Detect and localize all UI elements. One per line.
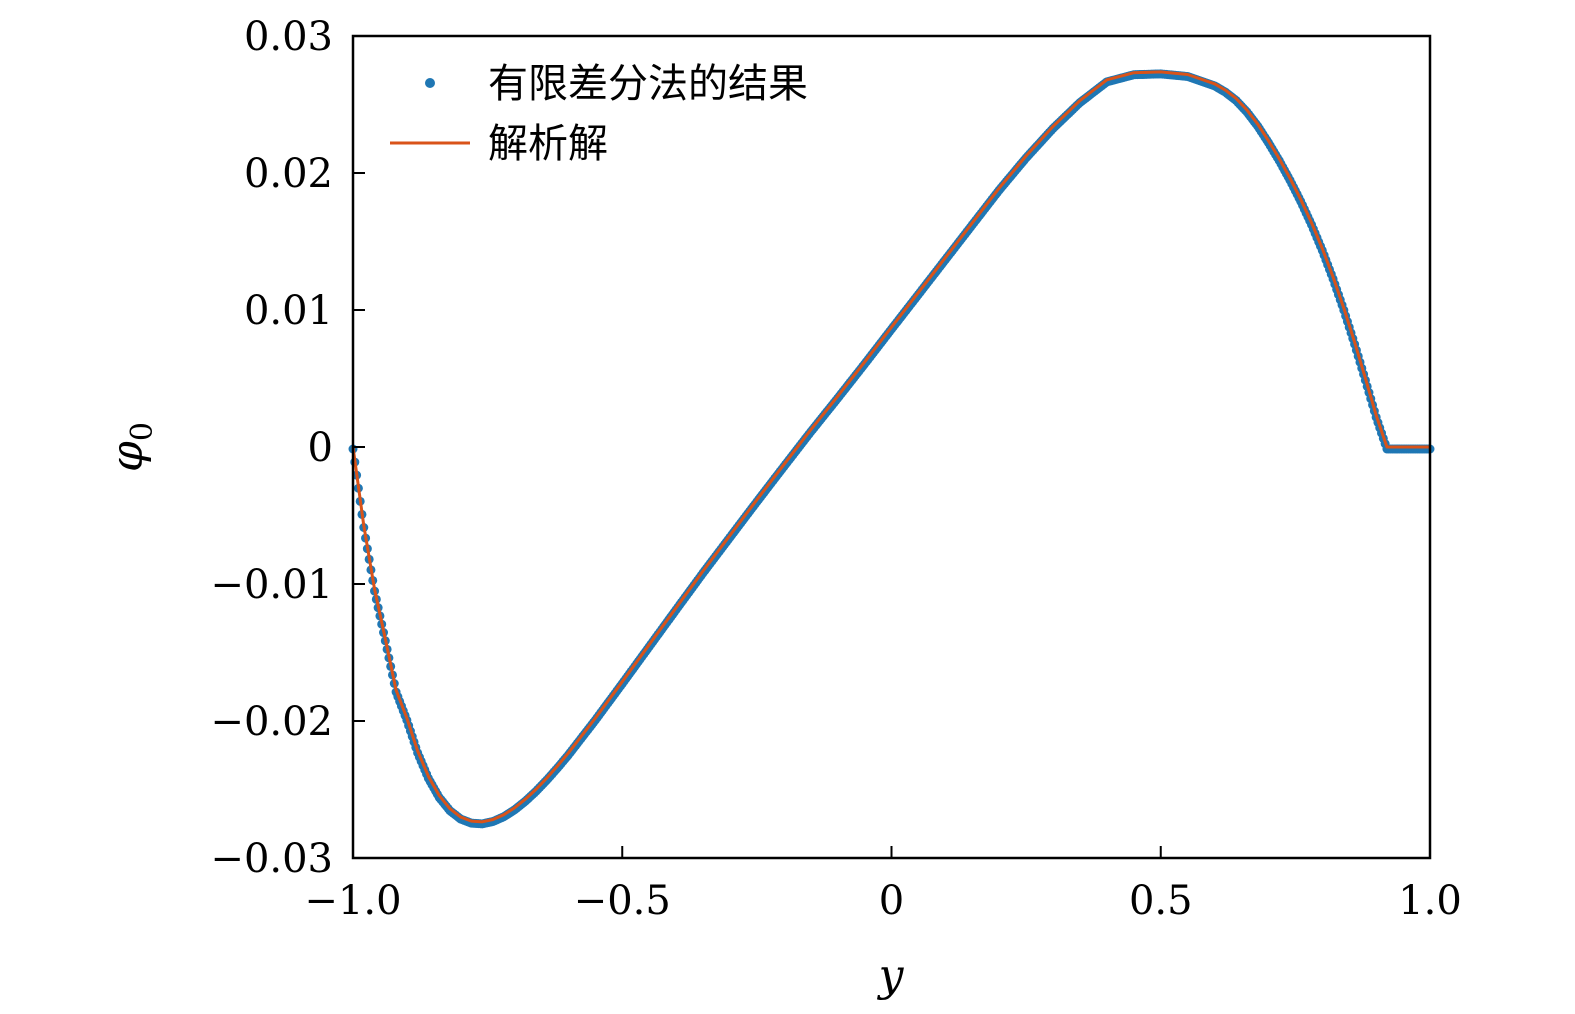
x-tick-label: 0.5 bbox=[1129, 878, 1193, 924]
y-tick-label: −0.01 bbox=[210, 562, 333, 608]
series-analytic-line bbox=[351, 70, 1430, 824]
legend-label-fd: 有限差分法的结果 bbox=[488, 61, 808, 107]
plot-series bbox=[348, 69, 1435, 829]
series-fd-markers bbox=[348, 69, 1435, 829]
y-tick-label: 0.03 bbox=[244, 14, 333, 60]
legend-marker-fd bbox=[425, 78, 435, 88]
x-axis-label: y bbox=[877, 950, 905, 1001]
legend: 有限差分法的结果 解析解 bbox=[390, 61, 808, 167]
x-tick-label: −1.0 bbox=[304, 878, 401, 924]
y-tick-label: 0.01 bbox=[244, 288, 333, 334]
x-tick-label: 1.0 bbox=[1398, 878, 1462, 924]
y-axis-label: φ0 bbox=[102, 422, 160, 472]
legend-label-analytic: 解析解 bbox=[488, 121, 608, 167]
axis-ticks bbox=[352, 35, 1431, 859]
svg-text:φ0: φ0 bbox=[102, 422, 160, 472]
y-tick-label: 0.02 bbox=[244, 151, 333, 197]
y-tick-label: −0.03 bbox=[210, 836, 333, 882]
x-tick-label: −0.5 bbox=[574, 878, 671, 924]
y-tick-label: −0.02 bbox=[210, 699, 333, 745]
y-tick-label: 0 bbox=[308, 425, 333, 471]
tick-labels: −1.0 −0.5 0 0.5 1.0 0.03 0.02 0.01 0 −0.01 −0.02 −0… bbox=[210, 14, 1461, 924]
x-tick-label: 0 bbox=[879, 878, 904, 924]
